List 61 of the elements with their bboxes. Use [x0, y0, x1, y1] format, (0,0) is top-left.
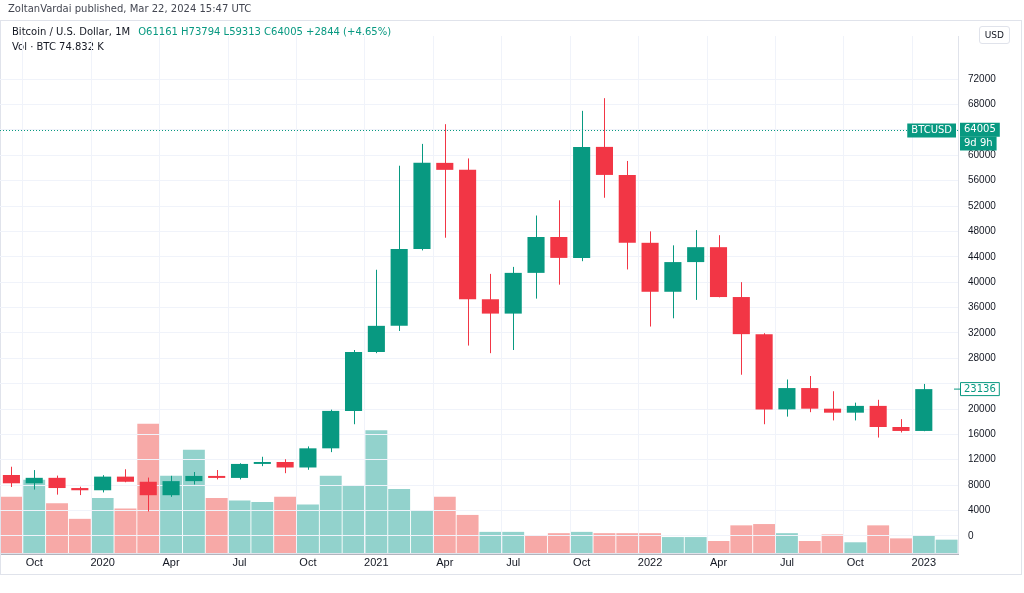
bar: [205, 498, 228, 554]
x-tick-label: Oct: [573, 555, 591, 568]
x-tick-label: Oct: [25, 555, 43, 568]
bar: [274, 496, 297, 554]
y-tick-label: 4000: [968, 504, 991, 516]
bar: [0, 496, 23, 554]
candlestick: [436, 123, 454, 239]
ref-line-label: BTCUSD: [911, 124, 953, 136]
text: ZoltanVardai published, Mar 22, 2024 15:47 UTC: [8, 3, 252, 14]
x-tick-label: Jul: [779, 555, 794, 568]
annotation: 64005: [964, 123, 996, 135]
y-tick-label: 28000: [968, 352, 997, 363]
candlestick: [801, 375, 819, 413]
y-tick-label: 16000: [968, 428, 997, 440]
bar: [844, 542, 867, 554]
y-tick-label: 8000: [968, 478, 991, 490]
y-tick-label: 20000: [968, 402, 997, 414]
bar: [23, 479, 46, 554]
y-tick-label: 48000: [968, 225, 997, 237]
x-tick-label: 2020: [90, 555, 115, 568]
y-tick-label: 12000: [968, 453, 997, 465]
x-tick-label: Jul: [506, 555, 521, 568]
candlestick: [687, 229, 705, 301]
text: USD: [978, 26, 1010, 44]
x-tick-label: Jul: [232, 555, 247, 568]
x-tick-label: Apr: [436, 555, 454, 568]
candlestick: [48, 475, 66, 496]
x-tick-label: Apr: [162, 555, 180, 568]
text: 9d 9h: [964, 137, 993, 149]
bar: [570, 531, 593, 554]
bar: [775, 533, 798, 554]
candlestick: [778, 379, 796, 418]
y-tick-label: 52000: [968, 199, 997, 211]
candlestick: [869, 399, 887, 439]
candlestick: [481, 273, 499, 354]
x-tick-label: Oct: [299, 555, 317, 568]
chart-title: Bitcoin / U.S. Dollar, 1M: [12, 26, 131, 37]
candlestick: [550, 199, 568, 286]
candlestick: [162, 475, 180, 498]
x-tick-label: 2023: [911, 555, 937, 568]
annotation: 23136: [964, 382, 996, 394]
bar: [91, 498, 114, 554]
x-tick-label: Oct: [846, 555, 864, 568]
x-tick-label: 2021: [364, 555, 389, 568]
candlestick: [139, 477, 157, 512]
x-tick-label: Apr: [709, 555, 728, 568]
y-tick-label: 32000: [968, 326, 997, 338]
y-tick-label: 72000: [968, 72, 997, 84]
candlestick: [25, 469, 43, 491]
y-tick-label: 36000: [968, 301, 997, 313]
candlestick: [2, 466, 20, 488]
y-tick-label: 44000: [968, 250, 997, 262]
candlestick: [823, 390, 842, 421]
y-tick-label: 0: [968, 529, 974, 541]
candlestick: [299, 445, 317, 471]
y-tick-label: 56000: [968, 174, 997, 186]
chart-subtitle: O61161 H73794 L59313 C64005 +2844 (+4.65%): [138, 26, 392, 37]
y-tick-label: 60000: [968, 149, 997, 161]
y-tick-label: 68000: [968, 98, 997, 110]
y-tick-label: 40000: [968, 275, 997, 287]
x-tick-label: 2022: [637, 555, 663, 568]
